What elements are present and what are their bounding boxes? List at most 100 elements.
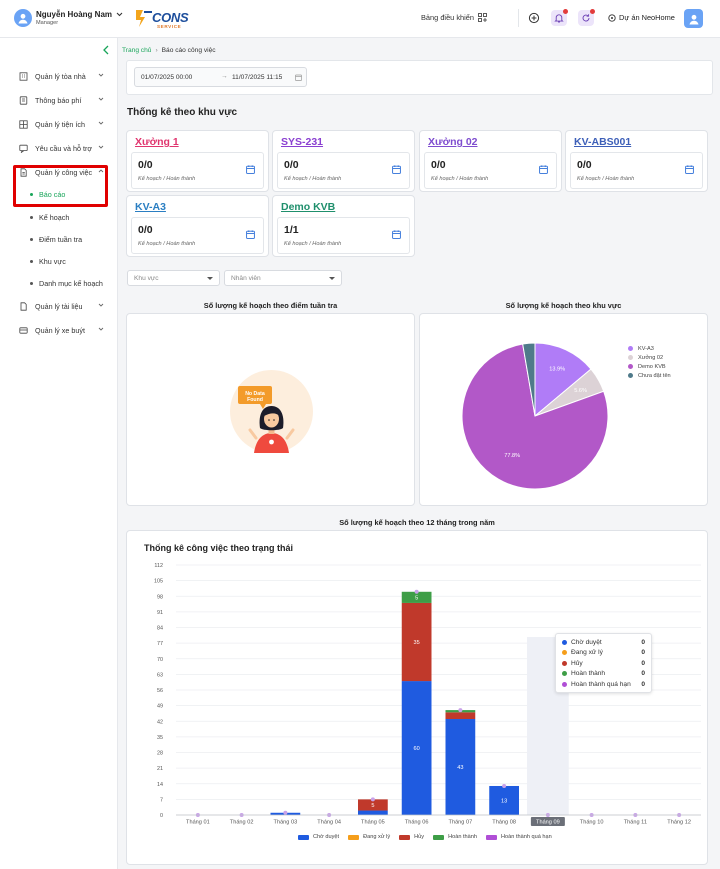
zone-stat-box: 0/0 Kế hoạch / Hoàn thành [131, 152, 264, 189]
x-tick-label: Tháng 05 [361, 820, 385, 826]
legend-item[interactable]: Demo KVB [628, 362, 671, 371]
legend-item[interactable]: Xưởng 02 [628, 353, 671, 362]
sidebar-subitem-plan[interactable]: Kế hoạch [30, 213, 69, 222]
bar-total-point [370, 797, 375, 802]
zone-name[interactable]: Xưởng 1 [135, 136, 179, 148]
zone-value: 0/0 [431, 159, 446, 171]
sidebar-item-label: Yêu cầu và hỗ trợ [35, 143, 93, 153]
collapse-sidebar-icon[interactable] [102, 45, 110, 55]
legend-label: Chưa đặt tên [638, 372, 671, 379]
date-filter-panel: 01/07/2025 00:00 → 11/07/2025 11:15 [126, 60, 713, 95]
bar-data-label: 43 [457, 765, 463, 771]
chevron-down-icon [98, 145, 104, 149]
notifications-button[interactable] [551, 9, 568, 26]
header-divider [518, 9, 519, 27]
bell-icon [554, 14, 564, 23]
zone-card[interactable]: Xưởng 02 0/0 Kế hoạch / Hoàn thành [419, 130, 562, 192]
date-range-picker[interactable]: 01/07/2025 00:00 → 11/07/2025 11:15 [134, 67, 307, 87]
sidebar-item-fees[interactable]: Thông báo phí [0, 89, 118, 111]
zone-card[interactable]: KV-ABS001 0/0 Kế hoạch / Hoàn thành [565, 130, 708, 192]
user-role: Manager [36, 20, 59, 26]
calendar-icon[interactable] [685, 165, 694, 174]
calendar-icon[interactable] [539, 165, 548, 174]
x-tick-label: Tháng 11 [624, 820, 647, 826]
zone-name[interactable]: KV-ABS001 [574, 136, 632, 148]
x-tick-label: Tháng 06 [405, 820, 429, 826]
sidebar-item-label: Quản lý công việc [35, 167, 93, 177]
add-circle-icon[interactable] [528, 12, 540, 24]
bar-segment [445, 712, 476, 720]
zone-card[interactable]: Xưởng 1 0/0 Kế hoạch / Hoàn thành [126, 130, 269, 192]
sidebar-subitem-patrol-points[interactable]: Điểm tuần tra [30, 235, 82, 244]
legend-item[interactable]: KV-A3 [628, 344, 671, 353]
sidebar-item-tasks[interactable]: Quản lý công việc [0, 161, 118, 183]
subitem-label: Điểm tuần tra [39, 235, 83, 244]
zone-name[interactable]: Demo KVB [281, 201, 336, 213]
zone-stat-box: 1/1 Kế hoạch / Hoàn thành [277, 217, 410, 254]
calendar-icon [295, 74, 302, 81]
legend-item[interactable]: Hoàn thành [433, 834, 477, 840]
sidebar-subitem-plan-categories[interactable]: Danh mục kế hoạch [30, 279, 103, 288]
header-avatar[interactable] [684, 9, 703, 28]
y-tick-label: 7 [160, 797, 163, 803]
y-tick-label: 14 [157, 782, 163, 788]
chevron-down-icon [98, 121, 104, 125]
chevron-down-icon [98, 303, 104, 307]
sidebar-item-documents[interactable]: Quản lý tài liệu [0, 295, 118, 317]
y-tick-label: 28 [157, 751, 163, 757]
bar-segment [489, 785, 519, 815]
legend-item[interactable]: Hoàn thành quá hạn [486, 834, 552, 840]
legend-label: Hoàn thành [448, 834, 478, 840]
zone-stat-box: 0/0 Kế hoạch / Hoàn thành [277, 152, 410, 189]
tooltip-dot [562, 671, 567, 677]
legend-label: Đang xử lý [363, 834, 391, 840]
file-icon [20, 301, 27, 311]
document-icon [20, 167, 27, 177]
brand-logo[interactable]: CONS SERVICE [135, 8, 189, 32]
legend-swatch [433, 834, 445, 840]
x-tick-label: Tháng 08 [492, 820, 516, 826]
grid-icon [18, 119, 28, 129]
zone-card[interactable]: Demo KVB 1/1 Kế hoạch / Hoàn thành [272, 195, 415, 257]
calendar-icon[interactable] [246, 230, 255, 239]
dashboard-link[interactable]: Bảng điều khiển [421, 13, 488, 22]
sidebar-item-requests[interactable]: Yêu cầu và hỗ trợ [0, 137, 118, 159]
staff-select[interactable]: Nhân viên [224, 270, 342, 286]
zone-card[interactable]: SYS-231 0/0 Kế hoạch / Hoàn thành [272, 130, 415, 192]
bar-data-label: 13 [501, 798, 507, 804]
legend-item[interactable]: Đang xử lý [348, 834, 390, 840]
zone-stat-box: 0/0 Kế hoạch / Hoàn thành [570, 152, 703, 189]
bar-total-point [502, 783, 507, 788]
sidebar-item-bus[interactable]: Quản lý xe buýt [0, 319, 118, 341]
subitem-label: Khu vực [39, 257, 66, 266]
zone-name[interactable]: Xưởng 02 [428, 136, 478, 148]
sidebar-item-utilities[interactable]: Quản lý tiện ích [0, 113, 118, 135]
user-avatar[interactable] [14, 9, 32, 27]
pie-slice [461, 343, 609, 490]
sidebar-subitem-areas[interactable]: Khu vực [30, 257, 66, 266]
zone-card[interactable]: KV-A3 0/0 Kế hoạch / Hoàn thành [126, 195, 269, 257]
area-select[interactable]: Khu vực [127, 270, 220, 286]
sidebar-item-building[interactable]: Quản lý tòa nhà [0, 65, 118, 87]
y-tick-label: 0 [160, 813, 163, 819]
legend-item[interactable]: Hủy [399, 834, 424, 840]
user-menu[interactable]: Nguyễn Hoàng Nam Manager [14, 9, 123, 27]
bar-segment [401, 681, 432, 815]
breadcrumb-home[interactable]: Trang chủ [122, 47, 152, 54]
legend-item[interactable]: Chờ duyệt [298, 834, 339, 840]
patrol-chart-title: Số lượng kế hoạch theo điểm tuần tra [203, 301, 338, 310]
sidebar-subitem-report[interactable]: Báo cáo [30, 190, 65, 199]
refresh-button[interactable] [578, 9, 595, 26]
y-tick-label: 21 [157, 766, 163, 772]
calendar-icon[interactable] [392, 165, 401, 174]
bar-data-label: 5 [371, 803, 374, 809]
calendar-icon[interactable] [392, 230, 401, 239]
zone-sub: Kế hoạch / Hoàn thành [577, 176, 635, 182]
caret-down-icon [207, 277, 213, 280]
zone-name[interactable]: SYS-231 [281, 136, 324, 148]
notification-dot [563, 9, 568, 14]
calendar-icon[interactable] [246, 165, 255, 174]
legend-item[interactable]: Chưa đặt tên [628, 371, 671, 380]
zone-name[interactable]: KV-A3 [135, 201, 166, 213]
project-switcher[interactable]: Dự án NeoHome [608, 13, 675, 22]
